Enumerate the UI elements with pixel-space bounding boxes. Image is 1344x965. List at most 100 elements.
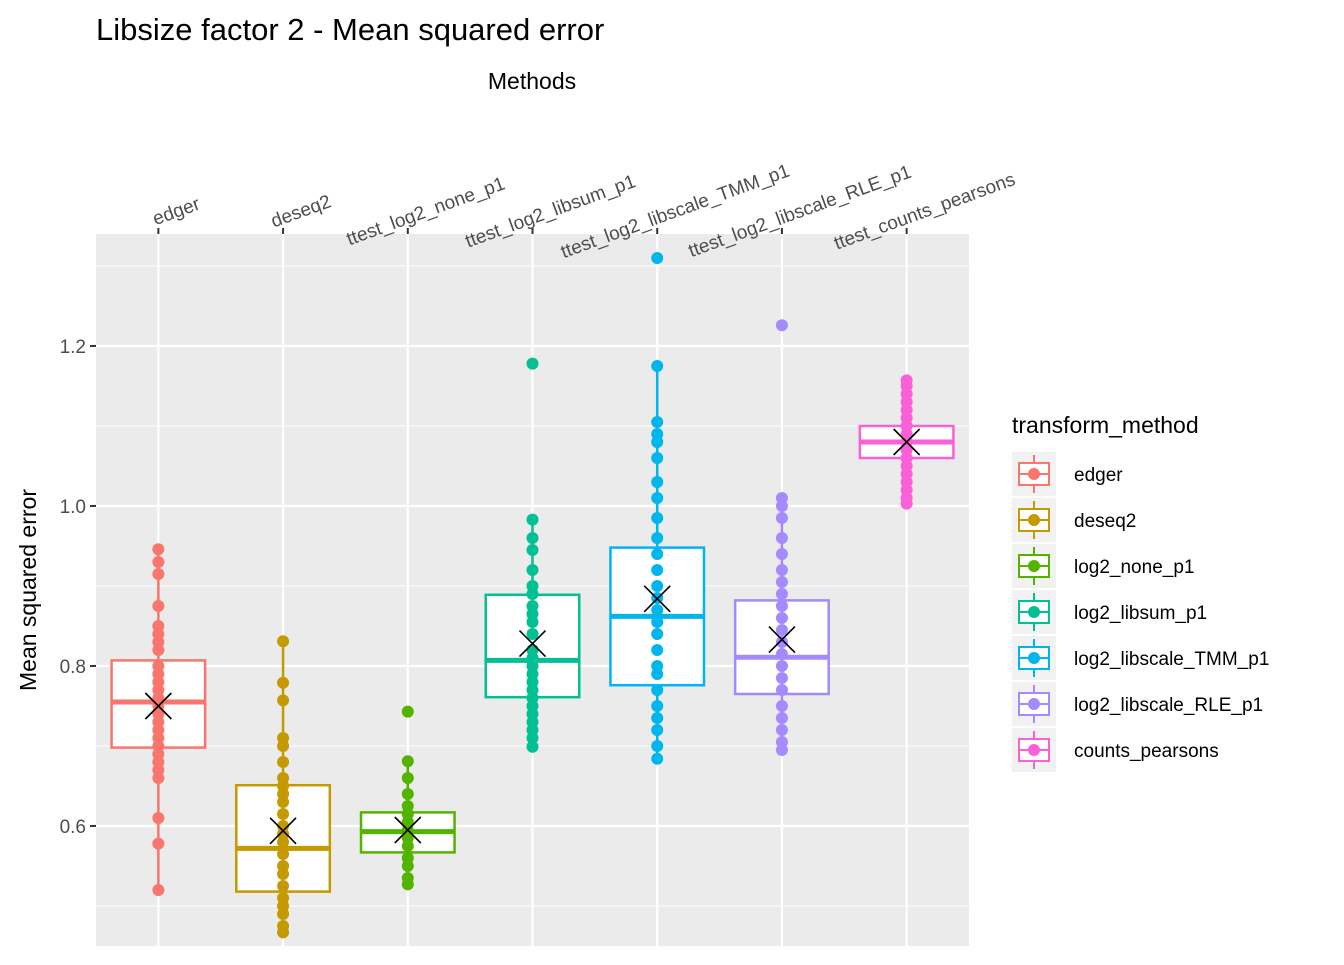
y-tick-label: 1.2 [60,337,86,358]
data-point [775,712,788,724]
y-tick-label: 1.0 [60,497,86,518]
data-point [775,492,788,504]
data-point [152,884,165,896]
data-point [775,548,788,560]
data-point [526,544,539,556]
series-deseq2 [235,635,332,939]
data-point [651,252,664,264]
data-point [651,752,664,765]
data-point [152,620,165,632]
data-point [401,772,414,784]
data-point [775,576,788,588]
data-point [651,660,664,672]
data-point [401,705,414,718]
data-point [651,700,664,712]
series-log2_libsum_p1 [484,357,581,753]
data-point [775,736,788,748]
legend-label: log2_libsum_p1 [1074,603,1207,624]
data-point [526,740,539,753]
data-point [277,860,290,872]
mean-marker [768,626,796,654]
legend-key-point [1028,514,1040,526]
x-tick-label: deseq2 [268,191,334,232]
data-point [651,360,664,372]
data-point [775,700,788,712]
data-point [152,600,165,612]
data-point [775,636,788,648]
series-log2_libscale_RLE_p1 [733,319,830,756]
data-point [526,564,539,576]
data-point [775,512,788,524]
data-point [651,532,664,544]
mean-marker [643,585,671,613]
data-point [775,532,788,544]
y-tick-label: 0.8 [60,657,86,678]
data-point [775,612,788,624]
legend-key-point [1028,744,1040,756]
data-point [775,588,788,600]
series-edger [110,543,207,896]
legend-key-point [1028,606,1040,618]
data-point [277,772,290,784]
legend-key-point [1028,652,1040,664]
legend: transform_method edger deseq2 log2_none_p1… [1012,412,1269,772]
data-point [277,880,290,892]
data-point [152,812,165,824]
data-point [526,513,539,526]
legend-label: log2_none_p1 [1074,557,1194,578]
legend-label: edger [1074,465,1123,486]
data-point [277,694,290,707]
data-point [775,660,788,672]
data-point [651,684,664,696]
data-point [900,374,913,387]
legend-label: counts_pearsons [1074,741,1219,762]
data-point [526,600,539,612]
data-point [401,852,414,864]
data-point [775,648,788,660]
data-point [277,756,290,768]
legend-key-point [1028,560,1040,572]
data-point [651,512,664,524]
data-point [775,672,788,684]
legend-label: log2_libscale_TMM_p1 [1074,649,1269,670]
data-point [651,616,664,628]
legend-label: log2_libscale_RLE_p1 [1074,695,1263,716]
data-point [651,428,664,440]
data-point [526,580,539,592]
data-point [651,724,664,736]
legend-key-point [1028,698,1040,710]
legend-label: deseq2 [1074,511,1136,532]
x-tick-label: edger [150,193,203,230]
data-point [401,872,414,884]
data-point [277,635,290,648]
series-log2_libscale_TMM_p1 [609,252,706,765]
data-point [277,676,290,689]
data-point [526,532,539,544]
data-point [651,564,664,576]
y-axis: 0.6 0.8 1.0 1.2 [60,337,96,838]
data-point [651,644,664,656]
data-point [651,548,664,560]
data-point [651,740,664,752]
data-point [775,624,788,636]
y-axis-label: Mean squared error [15,489,41,691]
data-point [401,800,414,812]
data-point [775,724,788,736]
data-point [651,492,664,504]
chart-title: Libsize factor 2 - Mean squared error [96,12,604,47]
data-point [152,837,165,850]
data-point [277,808,290,820]
data-point [526,644,539,656]
x-axis-label: Methods [488,68,576,94]
data-point [277,892,290,904]
data-point [277,820,290,832]
mean-marker [394,816,422,844]
data-point [651,416,664,428]
data-point [152,543,165,556]
data-point [775,319,788,332]
data-point [651,604,664,616]
mean-marker [269,817,297,845]
data-point [401,788,414,800]
series-counts_pearsons [858,374,955,510]
